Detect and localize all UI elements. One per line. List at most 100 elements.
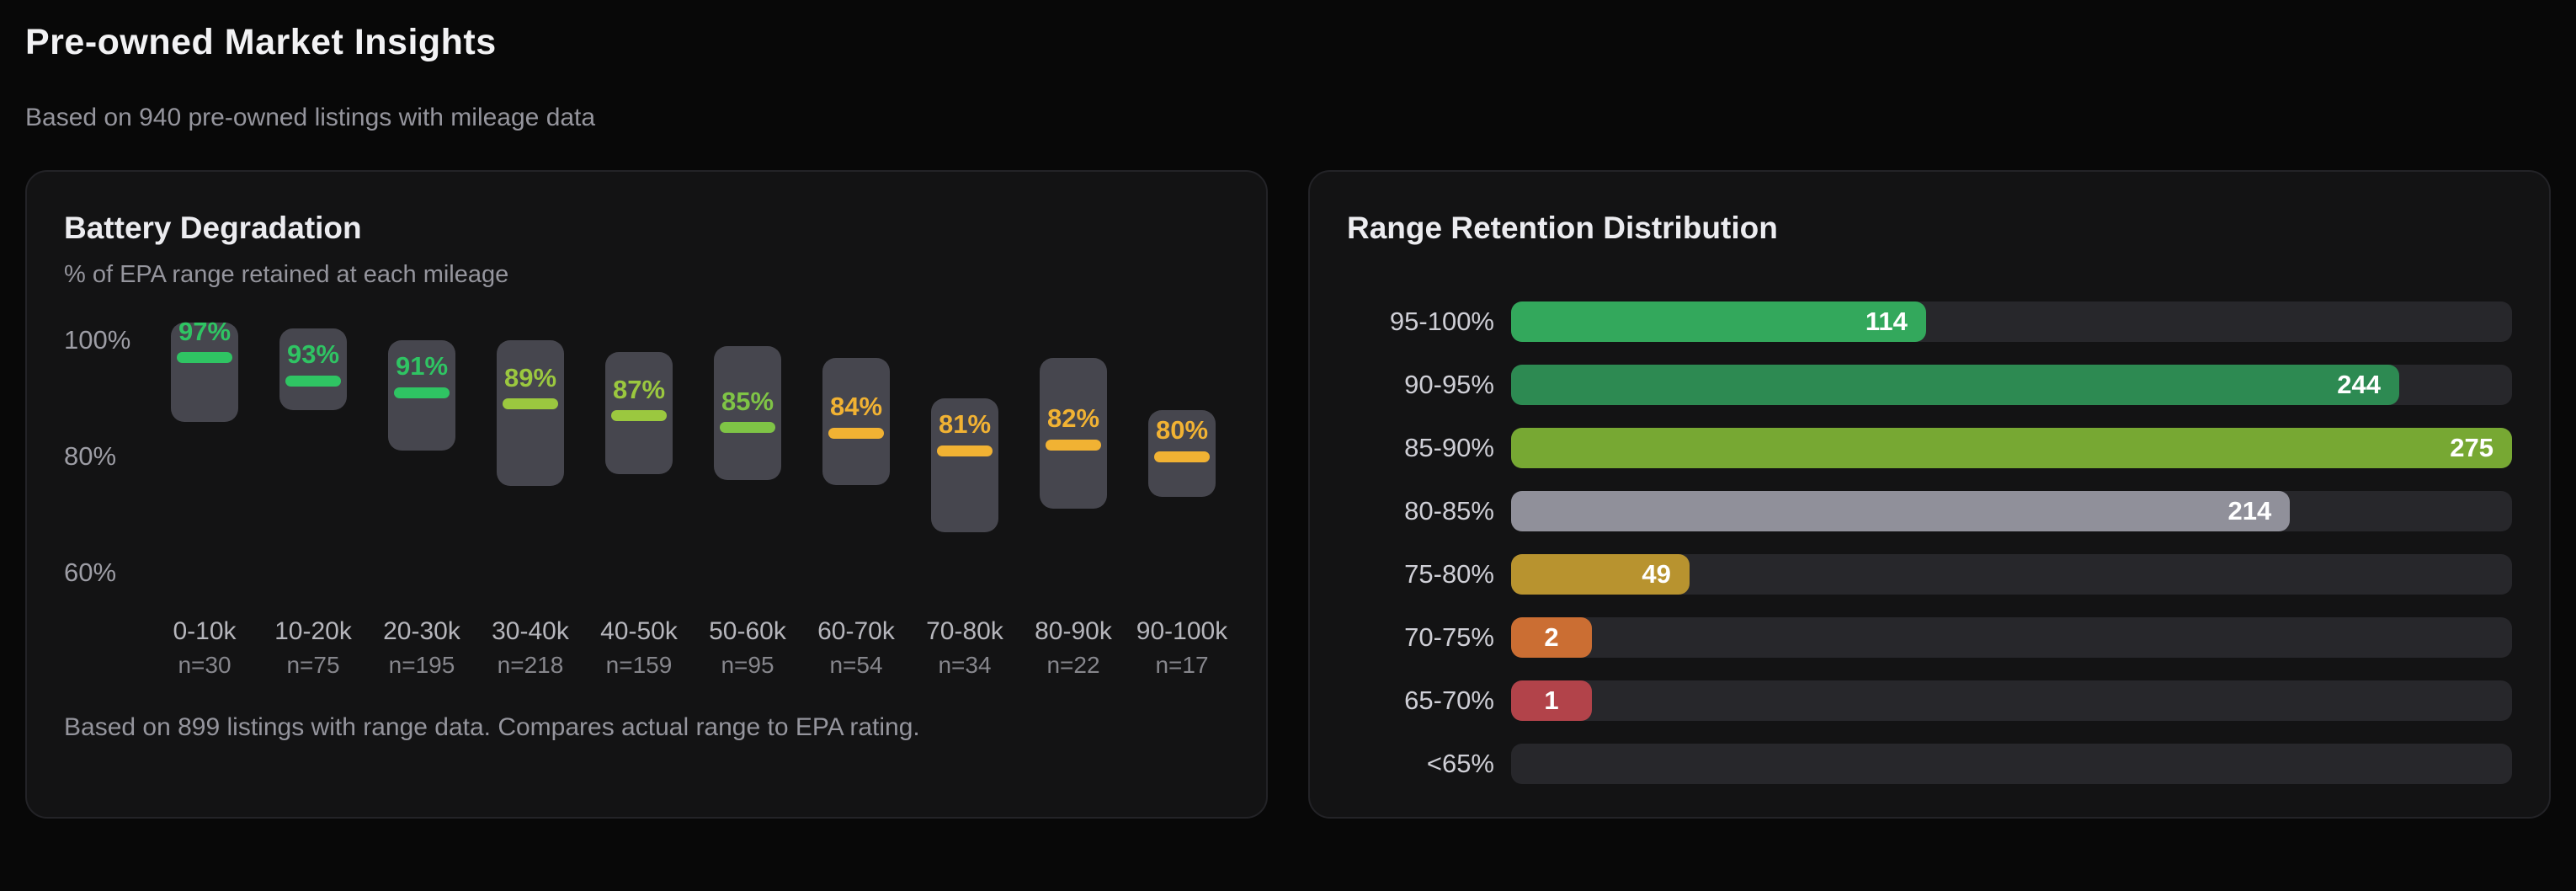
retention-bucket-label: 65-70%	[1404, 686, 1494, 715]
median-marker	[285, 375, 341, 387]
mileage-bucket-label: 10-20k	[274, 617, 352, 645]
x-axis-category-label: 80-90k n=22	[1014, 615, 1132, 682]
median-marker	[611, 410, 667, 422]
sample-size-label: n=30	[178, 652, 232, 678]
x-axis-category-label: 30-40k n=218	[471, 615, 589, 682]
page-subtitle: Based on 940 pre-owned listings with mil…	[25, 104, 596, 131]
bar-value-label: 49	[1642, 559, 1671, 589]
mileage-bucket-label: 60-70k	[817, 617, 895, 645]
sample-size-label: n=95	[721, 652, 774, 678]
x-axis-category-label: 40-50k n=159	[580, 615, 698, 682]
battery-degradation-chart: 100% 80% 60% 97% 0-10k n=30 93% 10-20k n=75 91% 20…	[64, 300, 1229, 687]
bar-track: 2	[1511, 617, 2512, 658]
distribution-row: 85-90% 275	[1347, 428, 2512, 468]
sample-size-label: n=22	[1046, 652, 1100, 678]
range-retention-panel: Range Retention Distribution 95-100% 114 9…	[1308, 170, 2551, 819]
distribution-row: 75-80% 49	[1347, 554, 2512, 595]
x-axis-category-label: 70-80k n=34	[906, 615, 1024, 682]
range-retention-distribution-chart: 95-100% 114 90-95% 244 85-90% 275 80-85% 214 75-…	[1347, 301, 2512, 784]
median-percentage-label: 81%	[938, 409, 992, 440]
sample-size-label: n=218	[497, 652, 564, 678]
page-title: Pre-owned Market Insights	[25, 22, 497, 62]
bar-value-label: 114	[1865, 307, 1908, 336]
battery-degradation-panel: Battery Degradation % of EPA range retai…	[25, 170, 1268, 819]
range-bar	[497, 340, 564, 486]
median-marker	[937, 445, 993, 456]
retention-bucket-label: 95-100%	[1389, 307, 1494, 336]
distribution-row: 80-85% 214	[1347, 491, 2512, 531]
x-axis-category-label: 10-20k n=75	[254, 615, 372, 682]
bar-track: 49	[1511, 554, 2512, 595]
retention-bucket-label: 70-75%	[1404, 622, 1494, 652]
range-panel-title: Range Retention Distribution	[1347, 211, 1778, 245]
median-percentage-label: 89%	[503, 362, 557, 392]
median-percentage-label: 97%	[178, 316, 232, 346]
median-percentage-label: 80%	[1155, 415, 1209, 445]
y-axis-tick-label: 60%	[64, 558, 117, 587]
range-bar	[822, 357, 890, 486]
bar-fill: 49	[1511, 554, 1690, 595]
mileage-bucket-label: 70-80k	[926, 617, 1003, 645]
median-percentage-label: 93%	[286, 339, 340, 370]
mileage-bucket-label: 50-60k	[709, 617, 786, 645]
retention-bucket-label: <65%	[1426, 749, 1494, 778]
median-marker	[503, 398, 558, 410]
bar-value-label: 275	[2450, 433, 2494, 462]
sample-size-label: n=17	[1155, 652, 1209, 678]
sample-size-label: n=54	[829, 652, 883, 678]
distribution-row: 70-75% 2	[1347, 617, 2512, 658]
bar-fill: 1	[1511, 680, 1592, 721]
mileage-bucket-label: 90-100k	[1136, 617, 1228, 645]
mileage-bucket-label: 80-90k	[1035, 617, 1112, 645]
distribution-row: 95-100% 114	[1347, 301, 2512, 342]
bar-track: 275	[1511, 428, 2512, 468]
sample-size-label: n=159	[605, 652, 673, 678]
median-marker	[720, 422, 775, 433]
median-percentage-label: 84%	[829, 392, 883, 422]
bar-track: 114	[1511, 301, 2512, 342]
bar-fill: 2	[1511, 617, 1592, 658]
median-percentage-label: 87%	[612, 374, 666, 404]
median-percentage-label: 91%	[395, 351, 449, 381]
retention-bucket-label: 90-95%	[1404, 370, 1494, 399]
retention-bucket-label: 75-80%	[1404, 559, 1494, 589]
distribution-row: 90-95% 244	[1347, 365, 2512, 405]
bar-value-label: 244	[2337, 370, 2381, 399]
battery-panel-footnote: Based on 899 listings with range data. C…	[64, 713, 920, 741]
retention-bucket-label: 85-90%	[1404, 433, 1494, 462]
y-axis-tick-label: 80%	[64, 441, 117, 471]
bar-track: 244	[1511, 365, 2512, 405]
median-marker	[1154, 451, 1210, 462]
x-axis-category-label: 20-30k n=195	[363, 615, 481, 682]
range-bar	[1040, 357, 1107, 510]
x-axis-category-label: 0-10k n=30	[146, 615, 263, 682]
y-axis-tick-label: 100%	[64, 325, 131, 355]
battery-panel-title: Battery Degradation	[64, 211, 362, 245]
median-marker	[177, 352, 232, 364]
bar-track	[1511, 744, 2512, 784]
distribution-row: 65-70% 1	[1347, 680, 2512, 721]
median-percentage-label: 82%	[1046, 403, 1100, 434]
battery-panel-subtitle: % of EPA range retained at each mileage	[64, 261, 509, 288]
bar-fill: 244	[1511, 365, 2399, 405]
range-bar	[279, 328, 347, 410]
range-bar	[714, 345, 781, 480]
range-bar	[171, 323, 238, 422]
sample-size-label: n=75	[286, 652, 340, 678]
panels-row: Battery Degradation % of EPA range retai…	[25, 170, 2551, 819]
x-axis-category-label: 90-100k n=17	[1123, 615, 1241, 682]
range-bar	[931, 398, 998, 532]
bar-value-label: 1	[1544, 686, 1559, 715]
bar-value-label: 214	[2227, 496, 2272, 526]
mileage-bucket-label: 20-30k	[383, 617, 460, 645]
mileage-bucket-label: 30-40k	[492, 617, 569, 645]
distribution-row: <65%	[1347, 744, 2512, 784]
median-marker	[1046, 439, 1101, 451]
sample-size-label: n=34	[938, 652, 992, 678]
mileage-bucket-label: 0-10k	[173, 617, 237, 645]
bar-fill: 275	[1511, 428, 2512, 468]
bar-track: 214	[1511, 491, 2512, 531]
bar-fill: 214	[1511, 491, 2291, 531]
mileage-bucket-label: 40-50k	[600, 617, 678, 645]
